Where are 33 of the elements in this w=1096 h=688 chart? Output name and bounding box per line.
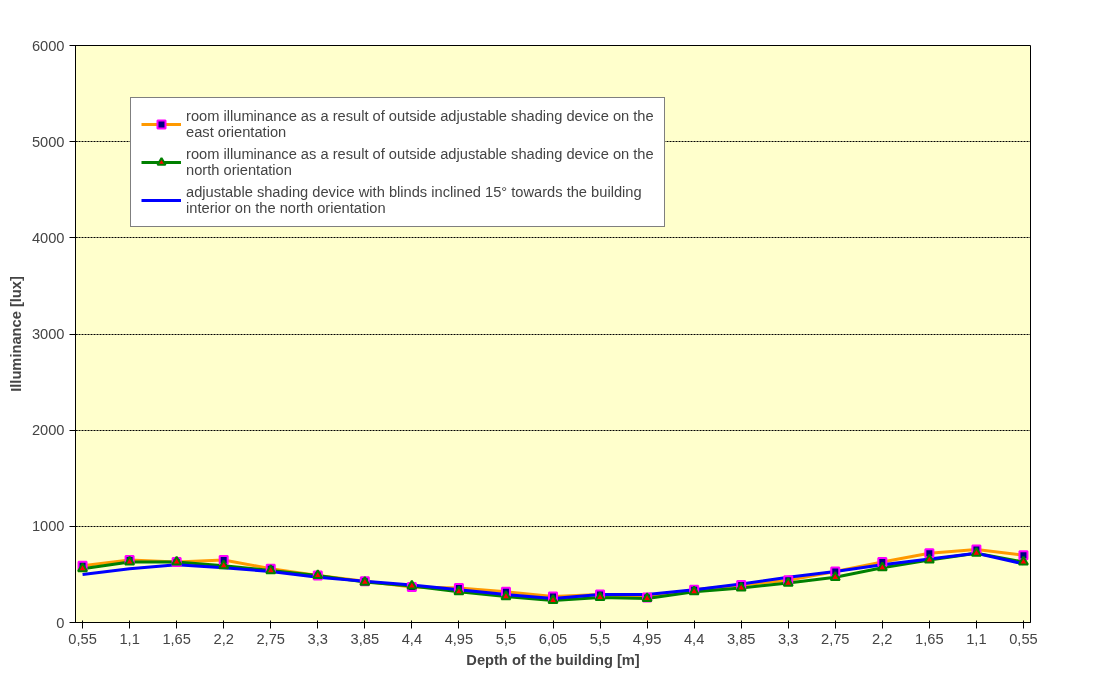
x-tick-label: 3,3 xyxy=(307,630,328,647)
x-tick-label: 5,5 xyxy=(495,630,517,647)
x-tick-label: 4,4 xyxy=(683,630,705,647)
x-tick-label: 1,65 xyxy=(915,630,944,647)
x-tick-label: 1,1 xyxy=(119,630,140,647)
x-tick-label: 3,3 xyxy=(778,630,799,647)
x-tick-label: 3,85 xyxy=(350,630,380,647)
legend-label: adjustable shading device with blinds inclined 15° towards the building interior on the north orientation xyxy=(186,184,642,216)
y-tick-label: 2000 xyxy=(31,422,65,439)
x-tick-label: 0,55 xyxy=(68,630,97,647)
x-tick-label: 2,2 xyxy=(213,630,234,647)
legend-label: room illuminance as a result of outside adjustable shading device on the north orientation xyxy=(186,146,654,178)
y-tick-label: 1000 xyxy=(31,518,65,535)
x-tick-label: 5,5 xyxy=(589,630,611,647)
x-tick-label: 4,95 xyxy=(444,630,474,647)
y-tick-label: 6000 xyxy=(31,37,65,54)
x-tick-label: 2,2 xyxy=(872,630,893,647)
y-tick-label: 3000 xyxy=(31,326,65,342)
x-tick-label: 1,65 xyxy=(162,630,191,647)
y-tick-label: 4000 xyxy=(31,229,65,246)
y-tick-label: 5000 xyxy=(31,133,65,150)
x-tick-label: 4,4 xyxy=(401,630,423,647)
x-tick-label: 1,1 xyxy=(966,630,987,647)
x-tick-label: 0,55 xyxy=(1009,630,1038,647)
x-tick-label: 6,05 xyxy=(538,630,568,647)
x-axis-title: Depth of the building [m] xyxy=(466,651,640,668)
y-tick-label: 0 xyxy=(56,614,65,631)
x-tick-label: 2,75 xyxy=(821,630,850,647)
x-tick-label: 3,85 xyxy=(726,630,756,647)
y-axis-title: Illuminance [lux] xyxy=(7,276,24,392)
legend-label: room illuminance as a result of outside adjustable shading device on the east orientation xyxy=(186,108,654,140)
x-tick-label: 2,75 xyxy=(256,630,285,647)
x-tick-label: 4,95 xyxy=(632,630,662,647)
